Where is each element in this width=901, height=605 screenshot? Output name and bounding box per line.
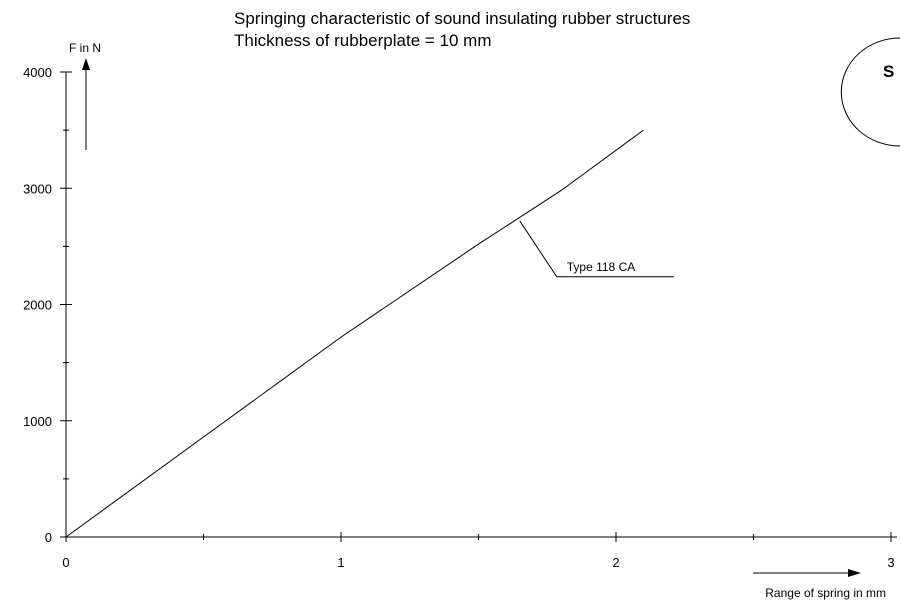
logo-ellipse [840,37,901,147]
axes [65,58,897,577]
chart-subtitle: Thickness of rubberplate = 10 mm [234,31,491,50]
y-direction-arrowhead [82,58,90,70]
y-tick-label: 1000 [23,414,52,429]
x-tick-label: 3 [887,555,894,570]
x-direction-arrowhead [848,569,861,577]
y-tick-label: 4000 [23,65,52,80]
y-tick-label: 3000 [23,181,52,196]
y-tick-label: 0 [45,530,52,545]
annotation-leader-line [519,220,674,278]
y-tick-label: 2000 [23,298,52,313]
y-axis-label: F in N [69,41,101,55]
chart-title: Springing characteristic of sound insula… [234,9,690,28]
logo-letter: S [883,62,894,81]
x-tick-label: 0 [62,555,69,570]
x-tick-label: 1 [337,555,344,570]
annotation-label: Type 118 CA [567,260,635,274]
series-line [65,129,644,538]
x-tick-label: 2 [612,555,619,570]
x-axis-label: Range of spring in mm [765,586,886,600]
logo: S [840,37,901,147]
